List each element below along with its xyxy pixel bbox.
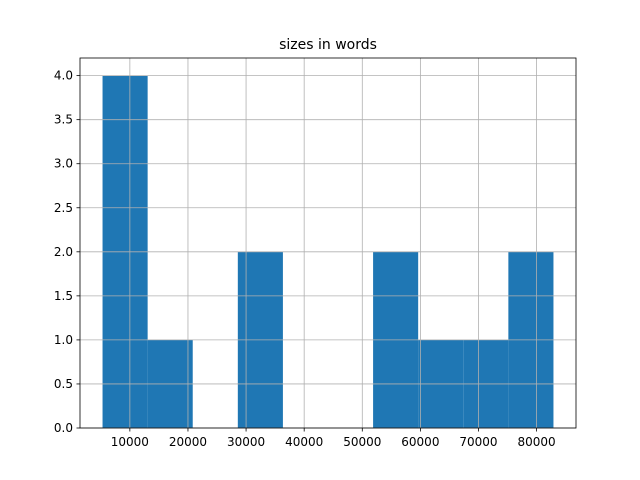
- x-tick-label: 70000: [459, 435, 497, 449]
- y-tick-label: 3.0: [54, 157, 73, 171]
- y-tick-label: 3.5: [54, 113, 73, 127]
- y-tick-label: 0.0: [54, 421, 73, 435]
- y-tick-label: 2.5: [54, 201, 73, 215]
- chart-title: sizes in words: [279, 37, 377, 53]
- x-tick-label: 40000: [285, 435, 323, 449]
- y-tick-label: 1.0: [54, 333, 73, 347]
- y-tick-label: 4.0: [54, 69, 73, 83]
- x-tick-label: 20000: [169, 435, 207, 449]
- y-tick-label: 0.5: [54, 377, 73, 391]
- y-tick-label: 1.5: [54, 289, 73, 303]
- x-tick-label: 30000: [227, 435, 265, 449]
- plot-frame: [79, 57, 577, 429]
- x-tick-label: 60000: [401, 435, 439, 449]
- x-tick-label: 10000: [111, 435, 149, 449]
- x-tick-label: 80000: [518, 435, 556, 449]
- x-tick-label: 50000: [343, 435, 381, 449]
- y-tick-label: 2.0: [54, 245, 73, 259]
